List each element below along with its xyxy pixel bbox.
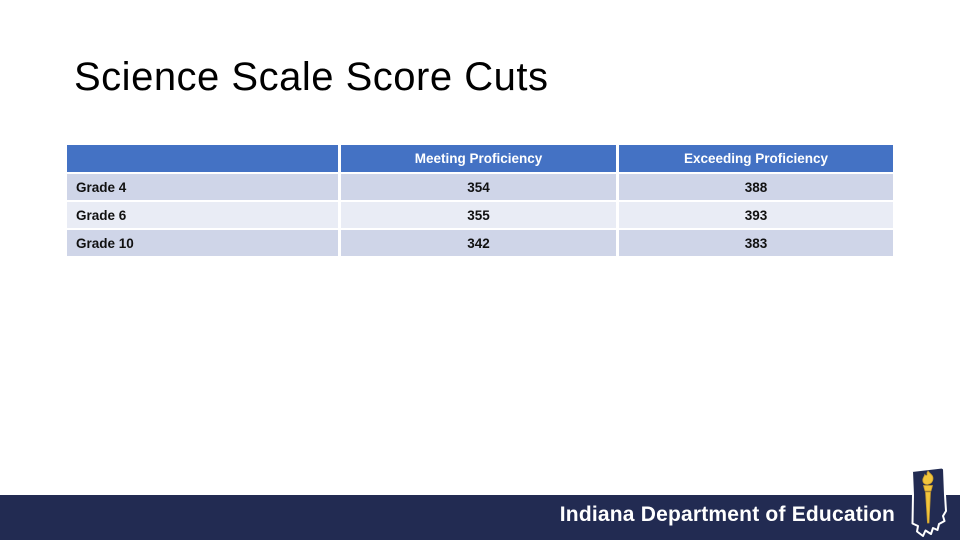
cell-grade-10-meeting: 342 [341, 230, 616, 256]
footer-org-name: Indiana Department of Education [559, 503, 895, 526]
row-label-grade-6: Grade 6 [67, 202, 338, 228]
cell-grade-6-exceeding: 393 [619, 202, 893, 228]
cell-grade-6-meeting: 355 [341, 202, 616, 228]
row-label-grade-4: Grade 4 [67, 174, 338, 200]
row-label-grade-10: Grade 10 [67, 230, 338, 256]
score-cuts-table: Meeting Proficiency Exceeding Proficienc… [67, 145, 893, 256]
indiana-state-torch-icon [911, 466, 947, 537]
cell-grade-4-exceeding: 388 [619, 174, 893, 200]
footer-bar [0, 495, 960, 540]
page-title: Science Scale Score Cuts [74, 55, 549, 99]
table-header-empty [67, 145, 338, 172]
table-header-meeting: Meeting Proficiency [341, 145, 616, 172]
cell-grade-4-meeting: 354 [341, 174, 616, 200]
table-header-exceeding: Exceeding Proficiency [619, 145, 893, 172]
cell-grade-10-exceeding: 383 [619, 230, 893, 256]
